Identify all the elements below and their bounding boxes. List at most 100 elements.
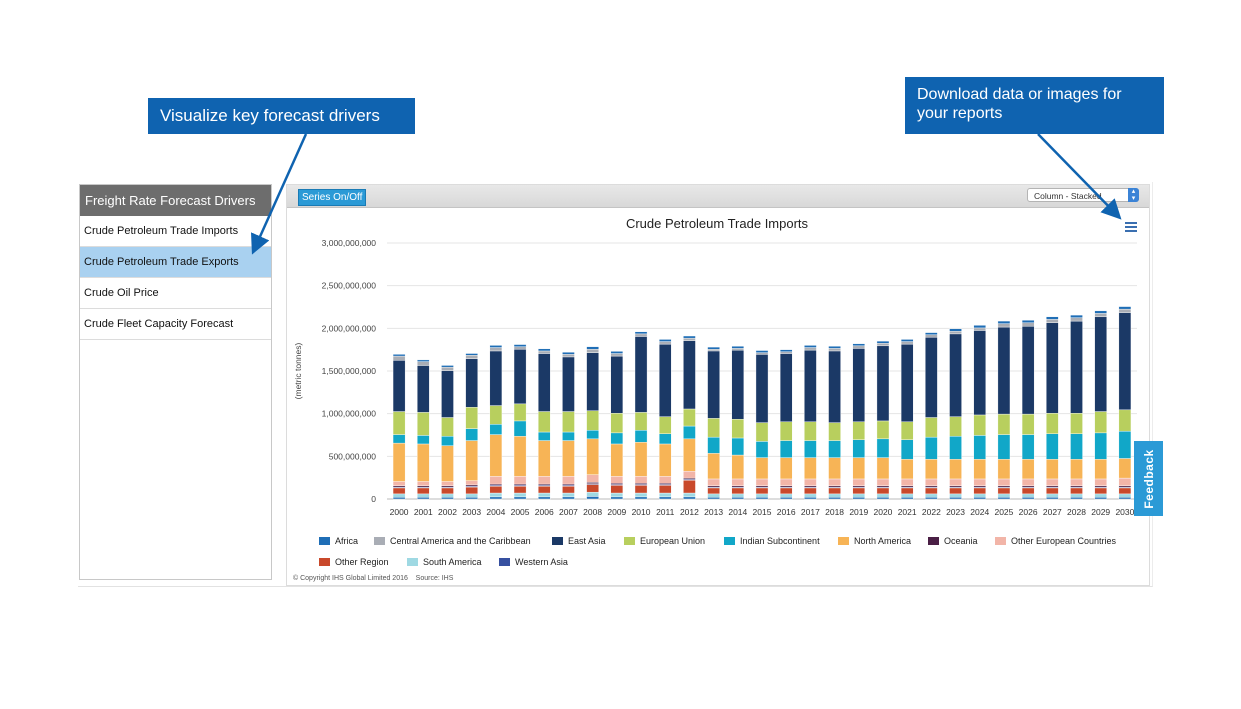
x-tick-label: 2004 — [486, 507, 505, 517]
series-toggle-button[interactable]: Series On/Off — [298, 189, 367, 206]
chart-toolbar: Series On/Off Column - Stacked ▴ ▾ — [287, 185, 1149, 208]
legend-swatch — [319, 558, 330, 566]
x-tick-label: 2028 — [1067, 507, 1086, 517]
legend-label: Western Asia — [515, 557, 568, 567]
y-tick-label: 0 — [371, 494, 376, 504]
bar-segment — [417, 359, 430, 362]
bar-segment — [852, 343, 866, 347]
bar-segment — [949, 328, 962, 332]
x-tick-label: 2027 — [1043, 507, 1062, 517]
x-tick-label: 2022 — [922, 507, 941, 517]
stacked-column-chart: Crude Petroleum Trade Imports 0 500,000,00… — [293, 216, 1137, 567]
x-tick-label: 2019 — [849, 507, 868, 517]
x-tick-label: 2002 — [438, 507, 457, 517]
legend-label: North America — [854, 536, 911, 546]
bar-segment — [392, 354, 406, 357]
x-tick-label: 2013 — [704, 507, 723, 517]
bar-segment — [925, 332, 938, 335]
bar-segment — [731, 346, 745, 349]
legend-swatch — [407, 558, 418, 566]
legend-label: East Asia — [568, 536, 606, 546]
legend-swatch — [624, 537, 635, 545]
y-tick-label: 2,000,000,000 — [322, 323, 377, 333]
x-tick-label: 2025 — [994, 507, 1013, 517]
x-tick-label: 2011 — [656, 507, 675, 517]
x-tick-label: 2024 — [970, 507, 989, 517]
x-tick-label: 2029 — [1091, 507, 1110, 517]
arrow-to-sidebar — [251, 133, 308, 255]
bar-segment — [683, 335, 696, 339]
feedback-tab[interactable]: Feedback — [1134, 441, 1163, 516]
legend-swatch — [499, 558, 510, 566]
y-tick-label: 2,500,000,000 — [322, 281, 377, 291]
bar-segment — [707, 346, 720, 350]
bar-segment — [465, 353, 478, 356]
legend-label: Other European Countries — [1011, 536, 1117, 546]
bar-segment — [804, 345, 817, 348]
x-tick-label: 2006 — [535, 507, 554, 517]
y-tick-label: 1,000,000,000 — [322, 409, 377, 419]
copyright-note: © Copyright IHS Global Limited 2016 Sour… — [293, 575, 453, 582]
bar-segment — [658, 339, 672, 342]
sidebar-item-trade-imports[interactable]: Crude Petroleum Trade Imports — [80, 216, 271, 247]
x-tick-label: 2005 — [511, 507, 530, 517]
y-axis-label: (metric tonnes) — [293, 342, 303, 399]
y-tick-label: 1,500,000,000 — [322, 366, 377, 376]
forecast-drivers-sidebar: Freight Rate Forecast Drivers Crude Petr… — [79, 184, 272, 580]
legend-label: South America — [423, 557, 482, 567]
x-tick-label: 2021 — [898, 507, 917, 517]
bar-segment — [900, 339, 914, 342]
y-tick-label: 3,000,000,000 — [322, 238, 377, 248]
y-tick-label: 500,000,000 — [329, 451, 377, 461]
bar-segment — [634, 331, 648, 335]
chart-title: Crude Petroleum Trade Imports — [626, 216, 809, 231]
legend-label: Indian Subcontinent — [740, 536, 820, 546]
x-tick-label: 2017 — [801, 507, 820, 517]
bar-segment — [1094, 310, 1107, 314]
legend-swatch — [552, 537, 563, 545]
select-arrows-icon: ▴ ▾ — [1128, 188, 1139, 202]
chart-panel: Series On/Off Column - Stacked ▴ ▾ Crude … — [286, 184, 1150, 586]
x-tick-label: 2026 — [1019, 507, 1038, 517]
legend-label: Oceania — [944, 536, 978, 546]
bar-segment — [1021, 320, 1035, 323]
bar-segment — [1070, 314, 1083, 318]
x-tick-label: 2012 — [680, 507, 699, 517]
x-tick-label: 2018 — [825, 507, 844, 517]
legend-swatch — [724, 537, 735, 545]
callout-visualize: Visualize key forecast drivers — [148, 98, 415, 134]
download-menu-icon[interactable] — [1125, 222, 1137, 232]
bar-segment — [1046, 316, 1059, 320]
sidebar-item-crude-oil-price[interactable]: Crude Oil Price — [80, 278, 271, 309]
x-tick-label: 2003 — [462, 507, 481, 517]
callout-download: Download data or images for your reports — [905, 77, 1164, 134]
x-tick-label: 2030 — [1115, 507, 1134, 517]
bar-segment — [973, 325, 986, 329]
bar-segment — [876, 340, 890, 344]
bar-segment — [586, 346, 599, 350]
widget-frame — [78, 182, 1153, 587]
x-tick-label: 2014 — [728, 507, 747, 517]
source-text: Source: IHS — [415, 575, 454, 582]
bar-segment — [441, 365, 454, 368]
sidebar-item-trade-exports[interactable]: Crude Petroleum Trade Exports — [80, 247, 271, 278]
x-tick-label: 2001 — [414, 507, 433, 517]
bar-segment — [513, 344, 527, 347]
arrow-to-menu — [1037, 133, 1122, 220]
x-tick-label: 2007 — [559, 507, 578, 517]
x-tick-label: 2023 — [946, 507, 965, 517]
x-tick-label: 2010 — [632, 507, 651, 517]
bar-segment — [997, 320, 1011, 324]
legend-swatch — [374, 537, 385, 545]
bar-segment — [828, 346, 841, 349]
x-tick-label: 2020 — [874, 507, 893, 517]
sidebar-item-fleet-capacity[interactable]: Crude Fleet Capacity Forecast — [80, 309, 271, 340]
x-tick-label: 2016 — [777, 507, 796, 517]
legend-swatch — [995, 537, 1006, 545]
legend-label: Africa — [335, 536, 358, 546]
bar-segment — [489, 345, 503, 348]
chart-type-value: Column - Stacked — [1034, 191, 1102, 201]
x-tick-label: 2008 — [583, 507, 602, 517]
bar-segment — [538, 348, 551, 352]
